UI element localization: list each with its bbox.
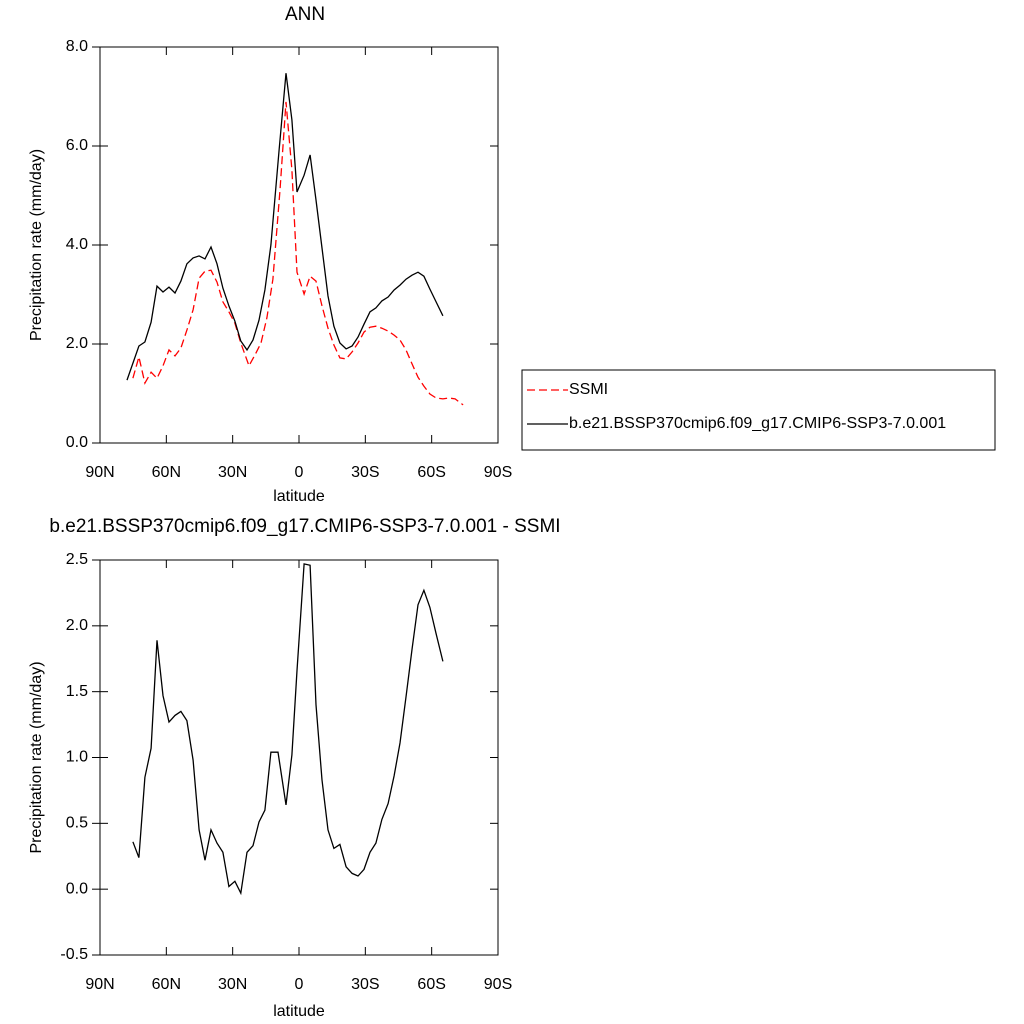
y-tick-label: 2.0 (66, 335, 88, 352)
x-tick-label: 0 (295, 464, 304, 481)
x-tick-label: 60N (152, 976, 181, 993)
x-tick-label: 90N (85, 464, 114, 481)
y-tick-label: 8.0 (66, 38, 88, 55)
x-axis-label: latitude (273, 488, 325, 505)
y-tick-label: 1.0 (66, 749, 88, 766)
x-tick-label: 60S (417, 464, 445, 481)
x-tick-label: 30S (351, 976, 379, 993)
plot-frame (99, 46, 499, 444)
x-tick-label: 30S (351, 464, 379, 481)
y-tick-label: 6.0 (66, 137, 88, 154)
data-line (132, 563, 444, 896)
legend-label: b.e21.BSSP370cmip6.f09_g17.CMIP6-SSP3-7.… (569, 415, 946, 432)
y-tick-label: 0.0 (66, 434, 88, 451)
x-tick-label: 60N (152, 464, 181, 481)
chart-title: b.e21.BSSP370cmip6.f09_g17.CMIP6-SSP3-7.… (49, 516, 560, 537)
x-tick-label: 30N (218, 464, 247, 481)
y-axis-label: Precipitation rate (mm/day) (28, 661, 45, 853)
chart-title: ANN (285, 4, 325, 25)
x-tick-label: 30N (218, 976, 247, 993)
y-tick-label: 4.0 (66, 236, 88, 253)
x-tick-label: 90N (85, 976, 114, 993)
y-tick-label: 2.5 (66, 551, 88, 568)
y-axis-label: Precipitation rate (mm/day) (28, 149, 45, 341)
data-line (126, 73, 444, 381)
y-tick-label: 0.5 (66, 815, 88, 832)
plot-frame (99, 559, 499, 956)
x-tick-label: 0 (295, 976, 304, 993)
x-tick-label: 90S (484, 976, 512, 993)
legend-box (521, 369, 996, 451)
legend-label: SSMI (569, 381, 608, 398)
x-tick-label: 60S (417, 976, 445, 993)
y-tick-label: -0.5 (60, 946, 88, 963)
y-tick-label: 2.0 (66, 617, 88, 634)
x-tick-label: 90S (484, 464, 512, 481)
y-tick-label: 1.5 (66, 683, 88, 700)
x-axis-label: latitude (273, 1003, 325, 1020)
data-line (132, 101, 464, 406)
y-tick-label: 0.0 (66, 880, 88, 897)
